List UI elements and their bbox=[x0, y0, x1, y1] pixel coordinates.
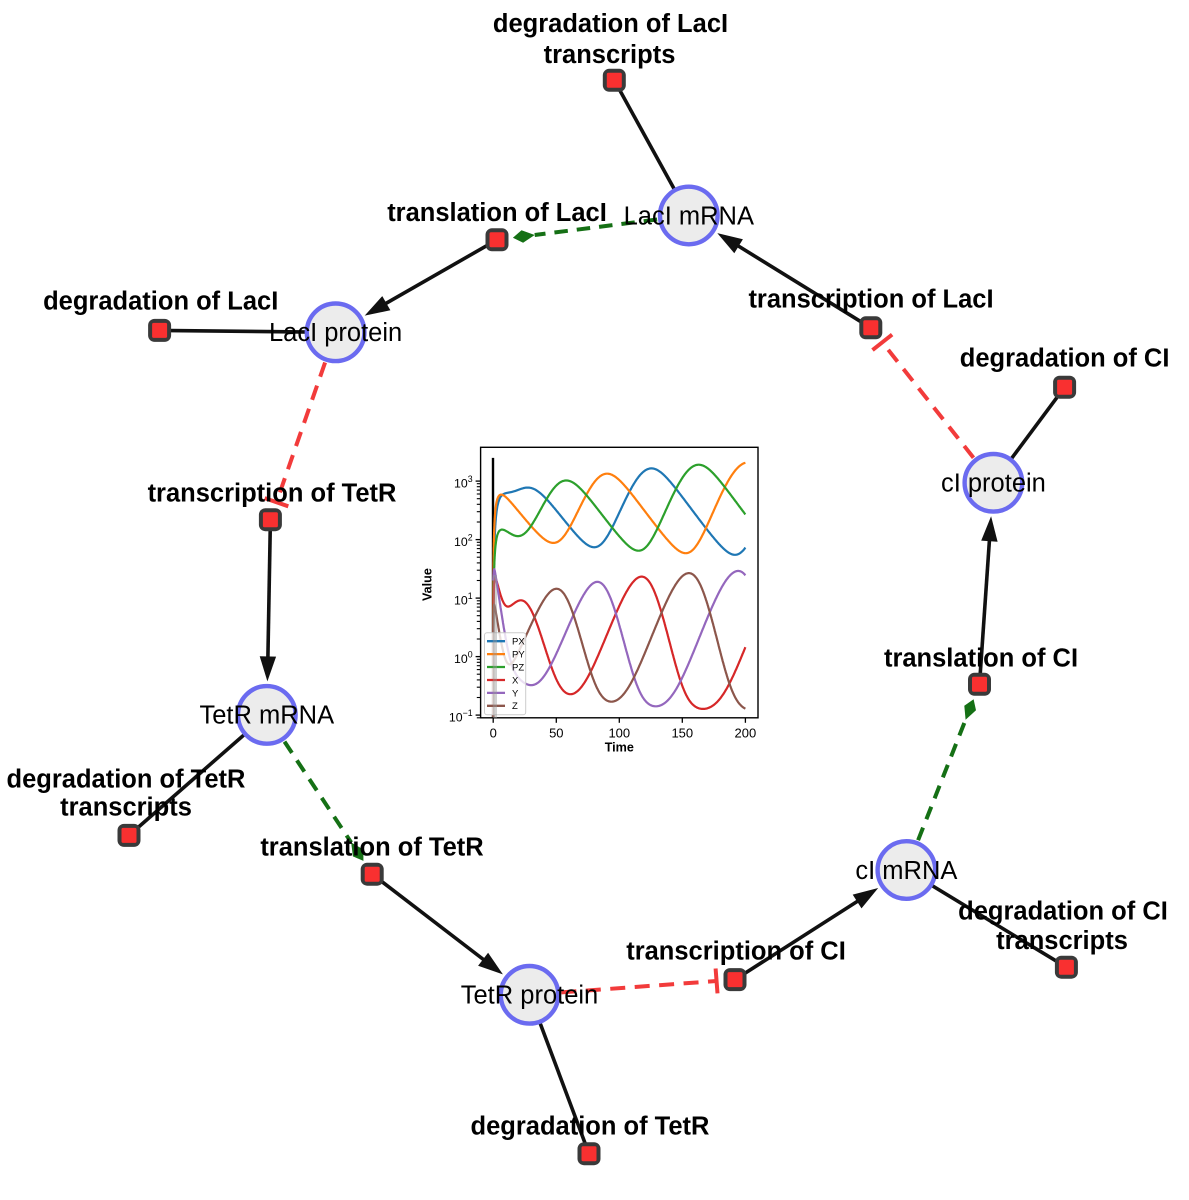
svg-text:translation of CI: translation of CI bbox=[884, 645, 1078, 673]
svg-text:X: X bbox=[512, 675, 519, 686]
svg-text:translation of TetR: translation of TetR bbox=[260, 834, 483, 862]
svg-text:PZ: PZ bbox=[512, 662, 524, 673]
svg-text:100: 100 bbox=[608, 726, 630, 741]
svg-text:Y: Y bbox=[512, 688, 519, 699]
svg-text:0: 0 bbox=[490, 726, 497, 741]
svg-text:translation of LacI: translation of LacI bbox=[387, 199, 607, 227]
svg-text:degradation of TetR: degradation of TetR bbox=[471, 1113, 710, 1141]
svg-text:Z: Z bbox=[512, 701, 518, 712]
svg-text:cI mRNA: cI mRNA bbox=[855, 857, 957, 885]
svg-text:transcription of LacI: transcription of LacI bbox=[748, 286, 993, 314]
svg-text:TetR protein: TetR protein bbox=[461, 982, 599, 1010]
svg-text:LacI mRNA: LacI mRNA bbox=[624, 202, 754, 230]
svg-text:200: 200 bbox=[735, 726, 757, 741]
svg-text:degradation of LacI: degradation of LacI bbox=[43, 288, 278, 316]
svg-text:transcripts: transcripts bbox=[60, 794, 192, 822]
svg-text:transcripts: transcripts bbox=[544, 41, 676, 69]
svg-text:transcription of TetR: transcription of TetR bbox=[148, 480, 397, 508]
svg-text:cI protein: cI protein bbox=[941, 470, 1046, 498]
svg-text:Value: Value bbox=[421, 568, 435, 601]
svg-text:TetR mRNA: TetR mRNA bbox=[199, 702, 334, 730]
svg-text:Time: Time bbox=[605, 741, 634, 755]
svg-text:degradation of CI: degradation of CI bbox=[958, 898, 1168, 926]
svg-text:50: 50 bbox=[549, 726, 563, 741]
svg-text:transcripts: transcripts bbox=[996, 927, 1128, 955]
svg-text:degradation of CI: degradation of CI bbox=[960, 345, 1170, 373]
svg-text:PY: PY bbox=[512, 650, 525, 661]
svg-text:PX: PX bbox=[512, 637, 525, 648]
svg-text:transcription of CI: transcription of CI bbox=[626, 938, 846, 966]
svg-text:150: 150 bbox=[671, 726, 693, 741]
svg-text:LacI protein: LacI protein bbox=[269, 319, 402, 347]
svg-text:degradation of LacI: degradation of LacI bbox=[493, 10, 728, 38]
svg-text:degradation of TetR: degradation of TetR bbox=[7, 766, 246, 794]
